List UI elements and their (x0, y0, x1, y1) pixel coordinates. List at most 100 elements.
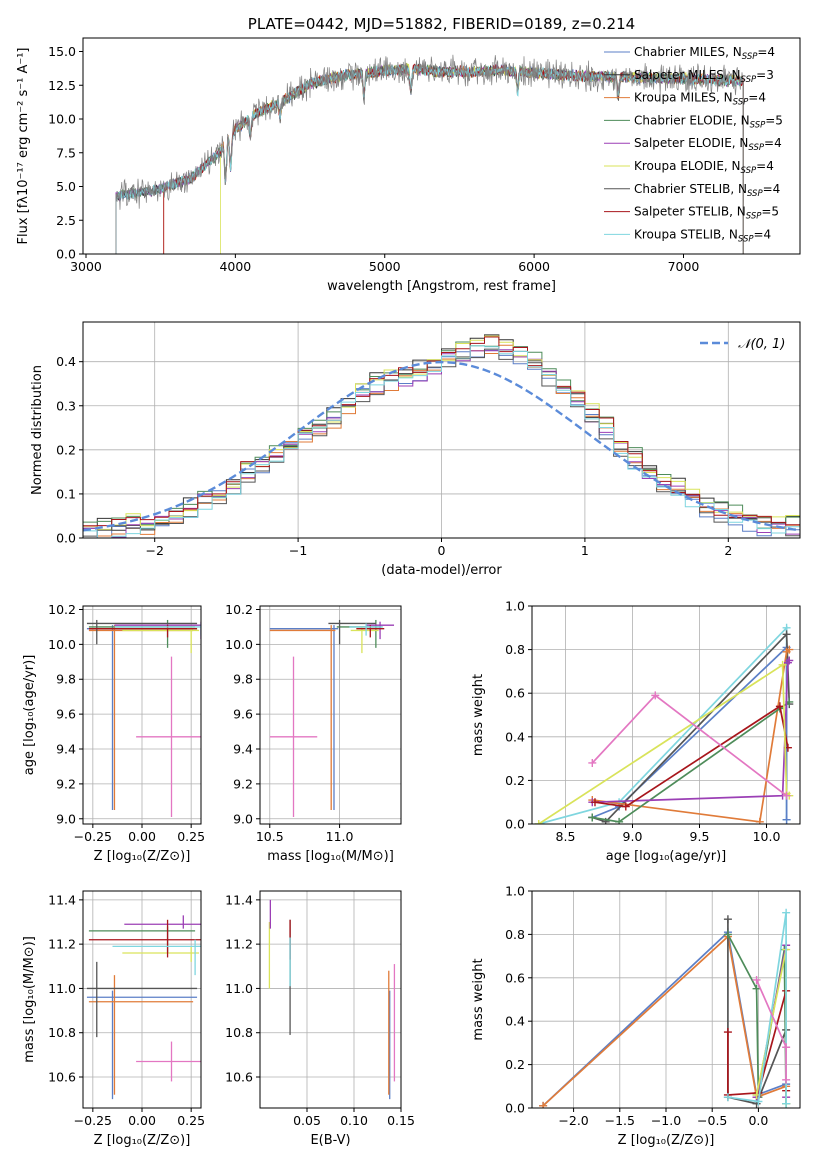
y-tick-label: 9.6 (56, 707, 76, 722)
weight-marker (615, 817, 624, 824)
x-tick-label: 0.00 (128, 829, 156, 844)
x-tick-label: 3000 (70, 259, 102, 274)
y-tick-label: 0.0 (56, 247, 76, 262)
y-tick-label: 9.6 (233, 707, 253, 722)
x-axis-label: age [log₁₀(age/yr)] (606, 849, 727, 864)
x-tick-label: 0.25 (177, 829, 205, 844)
weight-marker (752, 984, 761, 993)
plot-area-spectrum (115, 54, 744, 254)
y-tick-label: 9.8 (56, 672, 76, 687)
x-tick-label: 0.0 (748, 1113, 768, 1128)
y-tick-label: 9.4 (233, 742, 253, 757)
x-tick-label: 0.10 (340, 1113, 368, 1128)
weight-marker (723, 1028, 732, 1037)
x-tick-label: −2 (145, 543, 163, 558)
y-tick-label: 9.4 (56, 742, 76, 757)
weight-marker (752, 975, 761, 984)
y-tick-label: 10.2 (225, 602, 253, 617)
x-tick-label: 9.5 (690, 829, 710, 844)
y-tick-label: 12.5 (48, 78, 76, 93)
panel-mass-vs-z: −0.25 0.00 0.25 10.6 10.8 11.0 11.2 11.4 Z [log₁… (22, 890, 205, 1148)
y-tick-label: 5.0 (56, 179, 76, 194)
legend-entry: Kroupa MILES, NSSP=4 (634, 91, 766, 108)
weight-marker (723, 930, 732, 939)
x-axis-label: mass [log₁₀(M/M⊙)] (267, 849, 394, 864)
panel-weight-vs-z: −2.0 −1.5 −1.0 −0.5 0.0 0.0 0.2 0.4 0.6 0.8 1.0 Z [… (471, 884, 801, 1148)
y-tick-label: 0.4 (56, 354, 76, 369)
x-tick-label: 8.5 (556, 829, 576, 844)
axes-frame (82, 37, 801, 255)
weight-marker (754, 1097, 763, 1106)
weight-marker (534, 820, 543, 824)
plot-area-weight-vs-z (539, 908, 791, 1108)
x-axis-label: (data-model)/error (381, 563, 502, 578)
axes-frame (259, 605, 402, 825)
y-axis-label: mass weight (471, 958, 486, 1040)
y-tick-label: 9.2 (56, 776, 76, 791)
legend-entry: Chabrier MILES, NSSP=4 (634, 45, 775, 62)
weight-marker (782, 908, 791, 917)
y-tick-label: 1.0 (505, 884, 525, 899)
y-tick-label: 10.0 (225, 637, 253, 652)
weight-marker (588, 813, 597, 822)
x-tick-label: 4000 (219, 259, 251, 274)
y-tick-label: 9.0 (233, 811, 253, 826)
y-tick-label: 11.2 (48, 937, 76, 952)
y-tick-label: 0.4 (505, 729, 525, 744)
y-tick-label: 0.0 (505, 1101, 525, 1116)
y-tick-label: 0.0 (56, 531, 76, 546)
y-tick-label: 1.0 (505, 599, 525, 614)
plot-area-weight-vs-age (534, 623, 794, 824)
weight-series-line (538, 663, 790, 824)
y-tick-label: 9.8 (233, 672, 253, 687)
x-tick-label: 10.0 (753, 829, 781, 844)
x-tick-label: 10.5 (256, 829, 284, 844)
y-tick-label: 7.5 (56, 145, 76, 160)
plot-area-age-vs-mass (269, 619, 395, 818)
y-tick-label: 0.8 (505, 927, 525, 942)
weight-marker (539, 1101, 548, 1108)
panel-weight-vs-age: 8.5 9.0 9.5 10.0 0.0 0.2 0.4 0.6 0.8 1.0 age [log₁… (471, 599, 801, 864)
y-tick-label: 11.2 (225, 937, 253, 952)
x-tick-label: −1.0 (651, 1113, 681, 1128)
x-tick-label: −0.5 (697, 1113, 727, 1128)
weight-marker (782, 1075, 791, 1084)
weight-series-line (727, 912, 787, 1104)
panel-mass-vs-ebv: 0.05 0.10 0.15 10.6 10.8 11.0 11.2 11.4 E(B-V) (225, 890, 415, 1148)
y-tick-label: 0.2 (56, 442, 76, 457)
y-axis-label: mass weight (471, 674, 486, 756)
weight-marker (723, 915, 732, 924)
weight-marker (782, 1043, 791, 1052)
y-axis-label: Normed distribution (30, 365, 45, 495)
x-tick-label: 2 (724, 543, 732, 558)
weight-marker (775, 702, 784, 711)
panel-age-vs-mass: 10.5 11.0 9.0 9.2 9.4 9.6 9.8 10.0 10.2 mass [log… (225, 602, 402, 864)
x-axis-label: Z [log₁₀(Z/Z⊙)] (94, 849, 191, 864)
legend-entry: Kroupa STELIB, NSSP=4 (634, 227, 771, 244)
legend-entry: Salpeter STELIB, NSSP=5 (634, 205, 779, 222)
y-tick-label: 0.1 (56, 486, 76, 501)
y-tick-label: 0.3 (56, 398, 76, 413)
y-tick-label: 0.2 (505, 1057, 525, 1072)
x-tick-label: 9.0 (623, 829, 643, 844)
weight-marker (782, 815, 791, 824)
panel-age-vs-z: −0.25 0.00 0.25 9.0 9.2 9.4 9.6 9.8 10.0 10.2 Z [l… (22, 602, 205, 864)
weight-series-line (592, 648, 790, 823)
y-tick-label: 10.6 (48, 1070, 76, 1085)
axes-frame (531, 605, 801, 825)
weight-marker (588, 758, 597, 767)
x-tick-label: 6000 (518, 259, 550, 274)
legend-entry: Chabrier STELIB, NSSP=4 (634, 182, 780, 199)
legend-entry: Chabrier ELODIE, NSSP=5 (634, 113, 783, 130)
plot-area-mass-vs-z (86, 915, 201, 1100)
x-tick-label: 5000 (369, 259, 401, 274)
x-tick-label: 1 (581, 543, 589, 558)
y-tick-label: 11.0 (225, 981, 253, 996)
weight-marker (782, 1099, 791, 1108)
weight-series-line (591, 645, 788, 820)
x-tick-label: 0.15 (387, 1113, 415, 1128)
y-axis-label: Flux [fλ10⁻¹⁷ erg cm⁻² s⁻¹ A⁻¹] (16, 48, 31, 245)
x-tick-label: 0 (438, 543, 446, 558)
y-tick-label: 10.0 (48, 112, 76, 127)
